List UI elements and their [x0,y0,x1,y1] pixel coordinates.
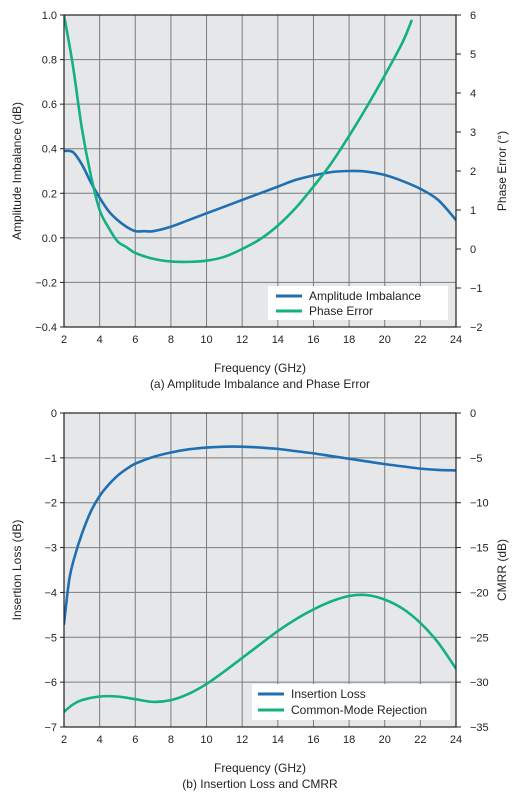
chart-a-series-phase-error [64,15,413,264]
x-tick-label: 24 [450,334,462,346]
chart-a-series [64,15,456,264]
x-tick-label: 6 [132,334,138,346]
y-tick-label: −2 [44,498,57,510]
y-tick-label: 0.6 [42,99,57,111]
chart-b-y-axis-title: Insertion Loss (dB) [10,520,24,621]
x-tick-label: 20 [379,334,391,346]
y-tick-label: −1 [44,453,57,465]
x-tick-label: 14 [272,734,284,746]
x-tick-label: 24 [450,734,462,746]
x-tick-label: 16 [307,734,319,746]
chart-b-frame [63,412,457,728]
y-tick-label: 0.8 [42,55,57,67]
chart-b-x-axis-title: Frequency (GHz) [214,761,306,775]
y-tick-label: 1.0 [42,10,57,22]
x-tick-label: 22 [414,734,426,746]
chart-b-caption: (b) Insertion Loss and CMRR [182,777,338,791]
x-tick-label: 12 [236,734,248,746]
chart-a-legend: Amplitude Imbalance Phase Error [268,286,448,320]
chart-a-y-axis-title: Amplitude Imbalance (dB) [10,102,24,240]
chart-a-legend-box [268,286,448,320]
chart-b-plot-area [64,413,456,727]
chart-b-y2-axis-title: CMRR (dB) [495,539,509,601]
y-tick-label: 0.0 [42,233,57,245]
chart-b-grid [64,413,456,727]
chart-b-series-insertion-loss [64,445,456,626]
x-tick-label: 10 [200,734,212,746]
chart-b-legend-box [252,684,450,720]
y-tick-label: −7 [44,722,57,734]
x-tick-label: 8 [168,334,174,346]
y2-tick-label: −2 [470,322,483,334]
y-tick-label: 0.2 [42,188,57,200]
y-tick-label: −5 [44,632,57,644]
x-tick-label: 18 [343,334,355,346]
chart-a-ticks: 2 4 6 8 10 12 14 16 18 20 22 241.00.80.60.40.20.0−0… [35,10,482,346]
y-tick-label: −4 [44,587,57,599]
y2-tick-label: 6 [470,10,476,22]
chart-b-legend: Insertion Loss Common-Mode Rejection [252,684,450,720]
chart-a: 2 4 6 8 10 12 14 16 18 20 22 241.00.80.60.40.20.0−0… [10,10,509,391]
y2-tick-label: −20 [470,587,489,599]
chart-b-legend-label-insertion-loss: Insertion Loss [291,687,366,701]
y-tick-label: 0 [51,408,57,420]
chart-a-legend-label-amplitude: Amplitude Imbalance [309,289,421,303]
x-tick-label: 18 [343,734,355,746]
chart-b: 2 4 6 8 10 12 14 16 18 20 22 240−1−2−3−4−5−6−70−5−1… [10,408,509,791]
chart-b-legend-label-cmrr: Common-Mode Rejection [291,703,427,717]
x-tick-label: 20 [379,734,391,746]
chart-a-legend-label-phase: Phase Error [309,304,373,318]
x-tick-label: 14 [272,334,284,346]
y2-tick-label: 0 [470,244,476,256]
y-tick-label: −6 [44,677,57,689]
x-tick-label: 4 [97,734,103,746]
y2-tick-label: −30 [470,677,489,689]
y2-tick-label: −5 [470,453,483,465]
y2-tick-label: 0 [470,408,476,420]
x-tick-label: 12 [236,334,248,346]
x-tick-label: 8 [168,734,174,746]
y2-tick-label: 4 [470,88,476,100]
y2-tick-label: 5 [470,49,476,61]
x-tick-label: 2 [61,334,67,346]
chart-a-plot-area [64,15,456,327]
x-tick-label: 2 [61,734,67,746]
y-tick-label: −0.4 [35,322,57,334]
y2-tick-label: −15 [470,543,489,555]
chart-a-x-axis-title: Frequency (GHz) [214,361,306,375]
y2-tick-label: −10 [470,498,489,510]
chart-a-caption: (a) Amplitude Imbalance and Phase Error [150,377,370,391]
chart-b-series [64,445,456,714]
y2-tick-label: 2 [470,166,476,178]
x-tick-label: 22 [414,334,426,346]
y-tick-label: −3 [44,543,57,555]
y2-tick-label: 1 [470,205,476,217]
y2-tick-label: −35 [470,722,489,734]
x-tick-label: 6 [132,734,138,746]
y2-tick-label: −1 [470,283,483,295]
chart-b-ticks: 2 4 6 8 10 12 14 16 18 20 22 240−1−2−3−4−5−6−70−5−1… [44,408,488,746]
x-tick-label: 16 [307,334,319,346]
y2-tick-label: 3 [470,127,476,139]
chart-a-y2-axis-title: Phase Error (°) [495,131,509,211]
chart-a-series-amplitude-imbalance [64,149,456,233]
x-tick-label: 10 [200,334,212,346]
y-tick-label: −0.2 [35,277,57,289]
chart-b-series-common-mode-rejection [64,593,456,714]
y2-tick-label: −25 [470,632,489,644]
y-tick-label: 0.4 [42,144,57,156]
x-tick-label: 4 [97,334,103,346]
